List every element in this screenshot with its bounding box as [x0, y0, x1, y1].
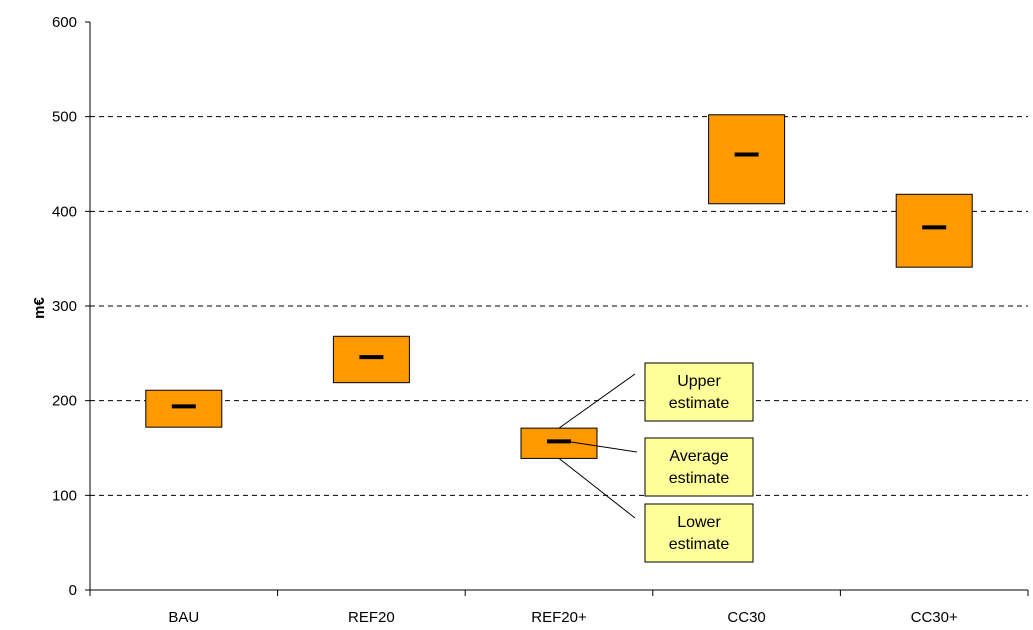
- y-tick-label: 600: [52, 14, 77, 31]
- lower-note-text: Lower: [677, 514, 721, 531]
- upper-note-text: Upper: [677, 373, 721, 390]
- y-tick-label: 100: [52, 487, 77, 504]
- y-tick-label: 500: [52, 109, 77, 126]
- average-note-text: Average: [669, 448, 728, 465]
- x-tick-label: REF20: [348, 609, 395, 626]
- x-tick-label: BAU: [168, 609, 199, 626]
- lower-note-text: estimate: [669, 536, 730, 553]
- x-tick-labels: BAU REF20 REF20+ CC30 CC30+: [168, 609, 958, 626]
- y-axis-label: m€: [31, 297, 48, 319]
- x-tick-label: REF20+: [531, 609, 587, 626]
- average-leader-line: [566, 440, 638, 453]
- y-tick-label: 0: [69, 582, 77, 599]
- upper-note-box: [644, 362, 754, 422]
- y-tick-label: 200: [52, 393, 77, 410]
- range-boxes: [145, 114, 973, 459]
- lower-note-box: [644, 503, 754, 563]
- lower-leader-line: [558, 458, 636, 519]
- y-tick-labels: 0 100 200 300 400 500 600: [52, 14, 77, 599]
- y-tick-label: 400: [52, 203, 77, 220]
- range-box: [708, 114, 786, 205]
- x-tick-label: CC30: [727, 609, 765, 626]
- x-tick-label: CC30+: [911, 609, 958, 626]
- estimate-annotations: Upper estimate Average estimate Lower estimat…: [558, 362, 754, 563]
- gridlines: [90, 116, 1028, 496]
- upper-note-text: estimate: [669, 395, 730, 412]
- average-note-text: estimate: [669, 470, 730, 487]
- average-note-box: [644, 437, 754, 497]
- y-tick-label: 300: [52, 298, 77, 315]
- range-box: [145, 389, 223, 428]
- upper-leader-line: [558, 373, 636, 429]
- axes: [85, 21, 1029, 596]
- range-box: [332, 335, 410, 384]
- range-box: [895, 193, 973, 268]
